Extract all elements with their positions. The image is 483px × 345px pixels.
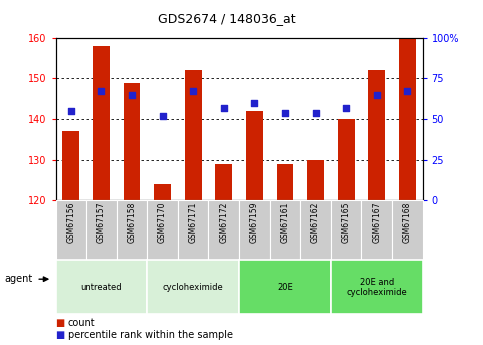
Bar [300, 200, 331, 260]
Bar [239, 200, 270, 260]
Bar [270, 200, 300, 260]
Text: count: count [68, 318, 95, 327]
Text: cycloheximide: cycloheximide [163, 283, 224, 292]
Point [403, 89, 411, 94]
Text: percentile rank within the sample: percentile rank within the sample [68, 330, 233, 339]
Bar [117, 200, 147, 260]
Point [189, 89, 197, 94]
Text: GSM67172: GSM67172 [219, 202, 228, 243]
Bar [178, 200, 209, 260]
Bar [215, 164, 232, 200]
Text: ■: ■ [56, 330, 65, 339]
Text: ■: ■ [56, 318, 65, 327]
Bar [369, 70, 385, 200]
Text: GSM67156: GSM67156 [66, 202, 75, 244]
Point [67, 108, 75, 114]
Bar [62, 131, 79, 200]
Bar [154, 184, 171, 200]
Text: 20E and
cycloheximide: 20E and cycloheximide [346, 277, 407, 297]
Text: GSM67157: GSM67157 [97, 202, 106, 244]
Bar [56, 260, 147, 314]
Text: untreated: untreated [81, 283, 122, 292]
Text: agent: agent [5, 274, 33, 284]
Bar [185, 70, 201, 200]
Bar [124, 82, 141, 200]
Point [251, 100, 258, 106]
Bar [147, 200, 178, 260]
Point [281, 110, 289, 115]
Text: GDS2674 / 148036_at: GDS2674 / 148036_at [158, 12, 296, 25]
Text: GSM67170: GSM67170 [158, 202, 167, 244]
Point [128, 92, 136, 97]
Text: GSM67158: GSM67158 [128, 202, 137, 243]
Bar [277, 164, 293, 200]
Text: 20E: 20E [277, 283, 293, 292]
Bar [399, 38, 416, 200]
Text: GSM67161: GSM67161 [281, 202, 289, 243]
Bar [147, 260, 239, 314]
Point [342, 105, 350, 110]
Point [159, 113, 167, 119]
Text: GSM67165: GSM67165 [341, 202, 351, 244]
Bar [246, 111, 263, 200]
Bar [331, 200, 361, 260]
Bar [209, 200, 239, 260]
Point [220, 105, 227, 110]
Bar [392, 200, 423, 260]
Text: GSM67159: GSM67159 [250, 202, 259, 244]
Bar [239, 260, 331, 314]
Point [312, 110, 319, 115]
Text: GSM67162: GSM67162 [311, 202, 320, 243]
Bar [86, 200, 117, 260]
Point [98, 89, 105, 94]
Bar [56, 200, 86, 260]
Text: GSM67171: GSM67171 [189, 202, 198, 243]
Bar [331, 260, 423, 314]
Text: GSM67167: GSM67167 [372, 202, 381, 244]
Text: GSM67168: GSM67168 [403, 202, 412, 243]
Bar [338, 119, 355, 200]
Bar [93, 46, 110, 200]
Bar [361, 200, 392, 260]
Bar [307, 159, 324, 200]
Point [373, 92, 381, 97]
